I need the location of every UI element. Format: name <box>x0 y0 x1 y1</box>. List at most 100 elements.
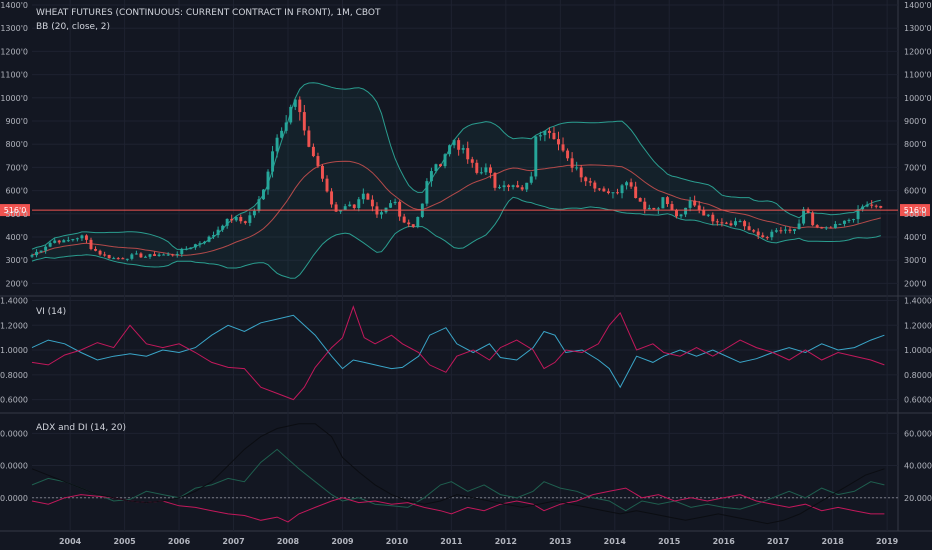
candle <box>230 214 234 224</box>
candle-body <box>193 244 197 248</box>
candle-body <box>84 235 88 240</box>
candle <box>84 234 88 244</box>
candle-body <box>815 225 819 228</box>
candle-body <box>334 204 338 212</box>
candle-body <box>852 219 855 221</box>
candle-body <box>107 254 111 259</box>
candle-body <box>143 256 147 258</box>
candle <box>793 228 796 235</box>
candle <box>30 253 34 258</box>
candle-body <box>602 188 606 192</box>
candle-body <box>184 248 188 250</box>
candle-body <box>675 210 678 217</box>
candle-body <box>829 227 833 229</box>
candle-body <box>80 235 84 239</box>
candle <box>566 148 570 161</box>
x-tick-label-8: 2012 <box>495 537 517 546</box>
candle-body <box>770 231 774 238</box>
candle-body <box>693 200 697 206</box>
candle-body <box>824 227 828 229</box>
candle <box>547 127 551 139</box>
x-tick-label-11: 2015 <box>658 537 681 546</box>
candle-body <box>484 167 488 173</box>
candle <box>130 253 134 261</box>
candle-body <box>479 172 483 174</box>
candle-body <box>352 204 356 208</box>
candle-body <box>148 254 152 257</box>
candle-body <box>275 137 279 152</box>
x-tick-label-7: 2011 <box>440 537 463 546</box>
x-tick-label-6: 2010 <box>386 537 409 546</box>
pane2-tick-right-0: 60.0000 <box>904 429 932 438</box>
candle-body <box>516 185 520 188</box>
candle <box>529 172 533 185</box>
candle-body <box>311 146 315 157</box>
candle <box>416 216 420 229</box>
candle-body <box>520 187 524 190</box>
pane1-tick-right-0: 1.4000 <box>904 296 932 305</box>
candle <box>411 224 415 228</box>
candle-body <box>584 177 588 182</box>
candle-body <box>502 185 506 188</box>
candle <box>738 219 742 223</box>
price-tick-left-5: 900'0 <box>5 117 28 126</box>
candle <box>134 250 138 255</box>
candle-body <box>679 214 683 217</box>
candle <box>811 211 815 227</box>
candle-body <box>802 209 806 224</box>
candle-body <box>439 164 442 167</box>
candle-body <box>252 210 256 216</box>
candle-body <box>239 217 243 222</box>
candle-body <box>697 205 701 211</box>
candle-body <box>293 99 297 107</box>
candle <box>316 152 320 168</box>
candle-body <box>466 148 470 160</box>
candle-body <box>647 207 651 210</box>
last-price-tag-right <box>900 204 930 217</box>
candle <box>262 189 265 200</box>
candle-body <box>316 156 320 166</box>
candle-body <box>625 182 629 186</box>
candle <box>116 256 120 260</box>
candle <box>879 205 883 209</box>
candle <box>402 213 406 224</box>
price-tick-left-4: 1000'0 <box>0 94 28 103</box>
candle-body <box>212 235 216 237</box>
candle-body <box>416 216 420 227</box>
candle <box>420 203 424 219</box>
x-tick-label-3: 2007 <box>222 537 244 546</box>
candle <box>184 246 188 251</box>
candle-body <box>570 158 574 168</box>
candle <box>434 163 438 174</box>
pane1-tick-left-4: 0.6000 <box>0 396 28 405</box>
candle-body <box>498 187 501 189</box>
pane1-tick-right-2: 1.0000 <box>904 346 932 355</box>
candle <box>606 188 610 195</box>
candle <box>584 176 588 186</box>
candle-body <box>597 188 601 190</box>
candle <box>243 220 247 225</box>
x-tick-label-0: 2004 <box>59 537 82 546</box>
candle-body <box>643 201 647 210</box>
candle-body <box>488 167 492 173</box>
candle-body <box>511 185 515 187</box>
candle <box>616 188 619 195</box>
candle <box>166 252 170 257</box>
candle-body <box>711 214 715 222</box>
candle-body <box>820 227 824 229</box>
candle-body <box>234 217 238 221</box>
candle-body <box>652 207 656 210</box>
candle-body <box>638 198 642 202</box>
candle <box>366 192 370 200</box>
pane1-tick-left-3: 0.8000 <box>0 371 28 380</box>
x-tick-label-4: 2008 <box>277 537 300 546</box>
candle <box>820 226 824 229</box>
pane1-tick-right-3: 0.8000 <box>904 371 932 380</box>
candle <box>593 180 597 193</box>
candle-body <box>575 167 579 169</box>
candle <box>212 231 216 239</box>
candle <box>625 180 629 190</box>
candle <box>293 99 297 111</box>
candle <box>765 235 769 240</box>
